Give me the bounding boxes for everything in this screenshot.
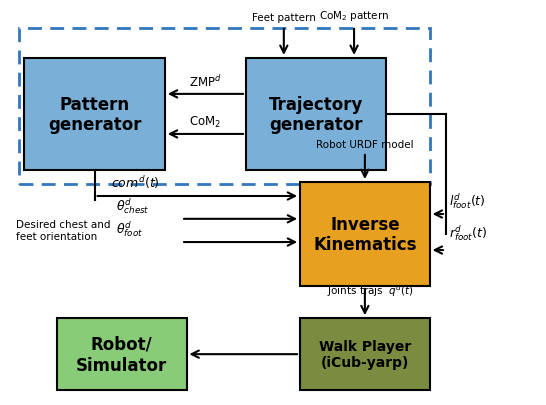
Text: Robot URDF model: Robot URDF model (316, 140, 414, 150)
Text: ZMP$^d$: ZMP$^d$ (189, 74, 222, 90)
Text: Joints trajs  $q^d(t)$: Joints trajs $q^d(t)$ (327, 283, 414, 298)
FancyBboxPatch shape (300, 318, 430, 390)
Text: CoM$_2$: CoM$_2$ (189, 114, 222, 130)
Text: $l^d_{foot}(t)$: $l^d_{foot}(t)$ (449, 191, 485, 210)
Text: Desired chest and
feet orientation: Desired chest and feet orientation (16, 220, 111, 241)
Text: Pattern
generator: Pattern generator (48, 95, 141, 134)
Text: $\theta^d_{chest}$: $\theta^d_{chest}$ (116, 196, 150, 215)
Text: Walk Player
(iCub-yarp): Walk Player (iCub-yarp) (319, 339, 411, 369)
Text: Trajectory
generator: Trajectory generator (269, 95, 364, 134)
FancyBboxPatch shape (246, 59, 387, 171)
Text: $r^d_{foot}(t)$: $r^d_{foot}(t)$ (449, 223, 487, 242)
Text: $\mathit{com}^d(t)$: $\mathit{com}^d(t)$ (111, 174, 159, 190)
Text: $\theta^d_{foot}$: $\theta^d_{foot}$ (116, 219, 144, 239)
Text: Inverse
Kinematics: Inverse Kinematics (313, 215, 417, 254)
FancyBboxPatch shape (25, 59, 165, 171)
FancyBboxPatch shape (300, 183, 430, 286)
Text: CoM$_2$ pattern: CoM$_2$ pattern (319, 9, 389, 23)
Text: Robot/
Simulator: Robot/ Simulator (76, 335, 167, 374)
Text: Feet pattern: Feet pattern (252, 13, 316, 23)
FancyBboxPatch shape (57, 318, 187, 390)
